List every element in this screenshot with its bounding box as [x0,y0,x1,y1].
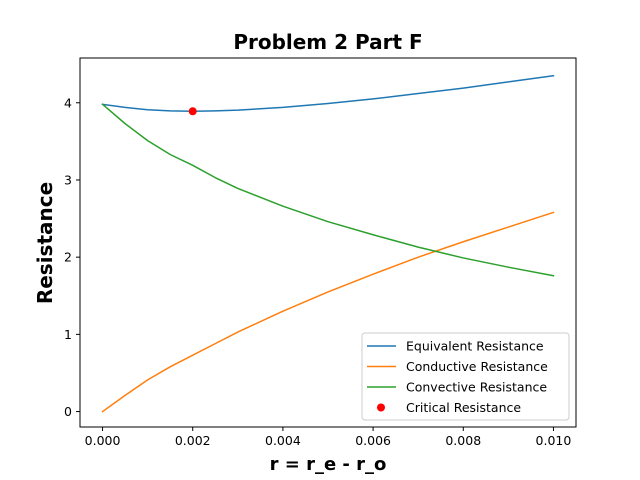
y-axis: 0 1 2 3 4 [64,95,80,419]
y-tick-label: 3 [64,172,72,187]
chart-title: Problem 2 Part F [233,30,422,54]
x-tick-label: 0.008 [445,433,481,448]
series-line-2 [101,103,555,277]
legend-label-1: Conductive Resistance [406,359,548,374]
legend-swatch-3 [377,403,385,412]
critical-point-0 [188,107,197,116]
x-tick-label: 0.010 [536,433,572,448]
legend-label-3: Critical Resistance [406,400,521,415]
plot-lines [101,74,555,413]
x-tick-label: 0.002 [175,433,211,448]
y-tick-label: 4 [64,95,72,110]
x-tick-label: 0.006 [355,433,391,448]
legend-label-2: Convective Resistance [406,380,547,395]
series-line-1 [101,211,555,413]
legend: Equivalent Resistance Conductive Resistan… [361,332,570,421]
plot-frame [79,57,577,428]
y-axis-label: Resistance [33,182,57,304]
plot-markers [188,107,197,116]
x-tick-label: 0.004 [265,433,301,448]
y-tick-label: 0 [64,404,72,419]
legend-label-0: Equivalent Resistance [406,339,544,354]
x-tick-label: 0.000 [85,433,121,448]
legend-box [361,332,570,421]
y-tick-label: 2 [64,250,72,265]
series-line-0 [101,74,555,113]
x-axis: 0.000 0.002 0.004 0.006 0.008 0.010 [85,427,572,448]
y-tick-label: 1 [64,327,72,342]
x-axis-label: r = r_e - r_o [270,454,387,475]
